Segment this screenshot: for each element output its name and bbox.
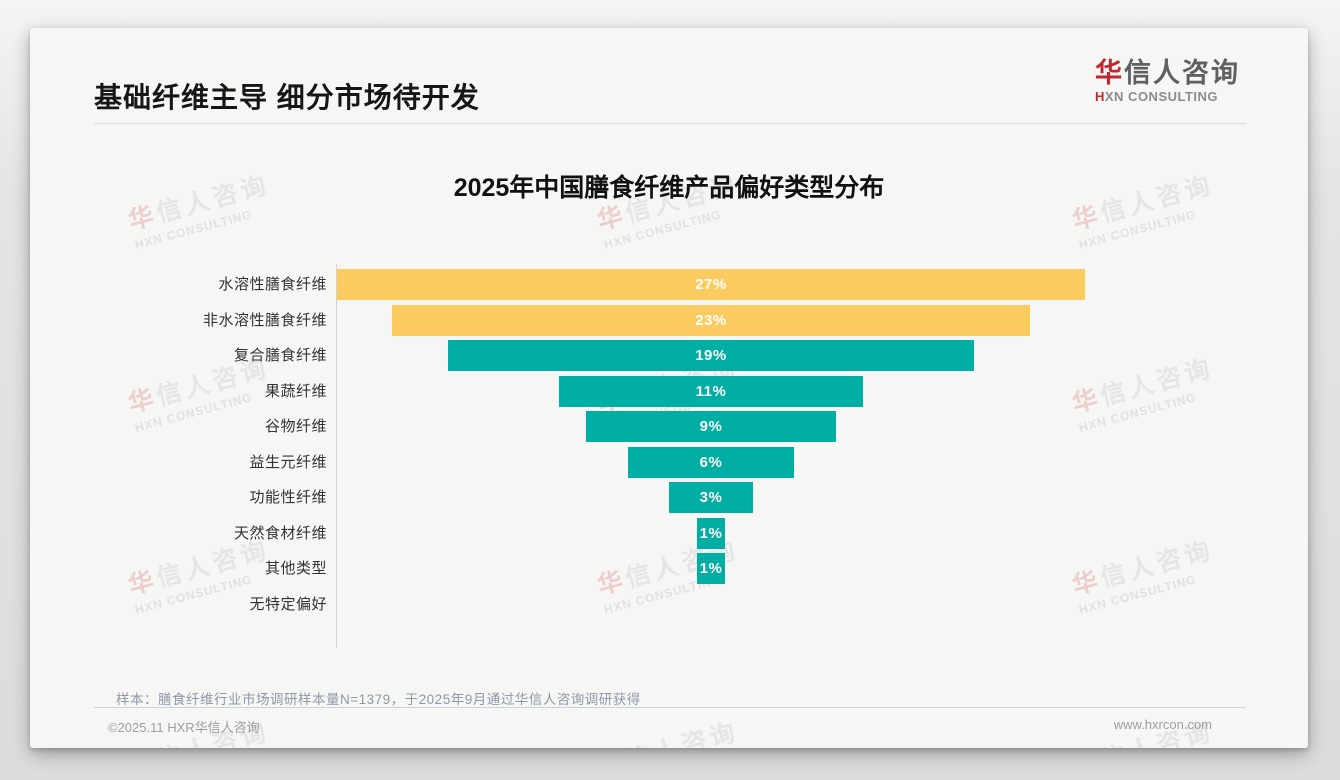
page-title: 基础纤维主导 细分市场待开发 (94, 82, 480, 113)
website-text: www.hxrcon.com (1113, 717, 1212, 732)
chart-row: 谷物纤维 9% (30, 411, 1308, 443)
category-label: 功能性纤维 (249, 489, 327, 507)
logo-chinese-text: 华信人咨询 (1095, 58, 1240, 88)
chart-row: 复合膳食纤维 19% (30, 340, 1308, 372)
bar-segment: 11% (558, 375, 864, 407)
category-label: 果蔬纤维 (264, 382, 327, 400)
chart-row: 非水溶性膳食纤维 23% (30, 304, 1308, 336)
footer-divider (94, 707, 1246, 708)
category-label: 无特定偏好 (249, 595, 327, 613)
bar-segment: 9% (586, 411, 836, 443)
category-label: 水溶性膳食纤维 (218, 276, 327, 293)
chart-rows: 水溶性膳食纤维 27% 非水溶性膳食纤维 23% 复合膳食纤维 19% 果蔬纤维 11% 谷物纤… (30, 28, 1308, 748)
chart-row: 功能性纤维 3% (30, 482, 1308, 514)
bar-segment: 23% (392, 304, 1030, 336)
category-label: 天然食材纤维 (233, 524, 327, 542)
bar-value-label: 27% (695, 276, 727, 293)
chart-row: 天然食材纤维 1% (30, 517, 1308, 549)
bar-segment: 1% (697, 517, 725, 549)
category-label: 复合膳食纤维 (233, 347, 327, 365)
bar-value-label: 3% (699, 489, 723, 507)
chart-row: 无特定偏好 (30, 589, 1308, 620)
chart-row: 果蔬纤维 11% (30, 375, 1308, 407)
bar-value-label: 9% (699, 418, 723, 436)
bar-value-label: 19% (695, 347, 727, 365)
category-label: 其他类型 (264, 560, 327, 578)
company-logo: 华信人咨询 HXN CONSULTING (1095, 58, 1240, 104)
bar-value-label: 1% (699, 560, 723, 578)
sample-note: 样本：膳食纤维行业市场调研样本量N=1379，于2025年9月通过华信人咨询调研… (116, 692, 641, 707)
chart-row: 益生元纤维 6% (30, 446, 1308, 478)
bar-segment: 1% (697, 553, 725, 585)
category-label: 非水溶性膳食纤维 (202, 311, 327, 329)
bar-value-label: 23% (695, 311, 727, 329)
logo-english-text: HXN CONSULTING (1095, 89, 1219, 104)
chart-row: 水溶性膳食纤维 27% (30, 269, 1308, 300)
bar-segment: 27% (337, 269, 1085, 300)
chart-row: 其他类型 1% (30, 553, 1308, 585)
report-card: 华信人咨询 HXN CONSULTING 华信人咨询 HXN CONSULTING 华信… (30, 28, 1308, 748)
header-divider (94, 123, 1246, 124)
bar-value-label: 1% (699, 524, 723, 542)
bar-segment: 6% (627, 446, 795, 478)
bar-segment: 3% (669, 482, 753, 514)
bar-segment: 19% (447, 340, 975, 372)
copyright-text: ©2025.11 HXR华信人咨询 (108, 720, 260, 735)
bar-value-label: 11% (695, 382, 727, 400)
chart-title: 2025年中国膳食纤维产品偏好类型分布 (453, 174, 885, 202)
bar-value-label: 6% (699, 453, 723, 471)
category-label: 谷物纤维 (264, 418, 327, 436)
category-label: 益生元纤维 (249, 453, 327, 471)
y-axis-line (336, 264, 337, 648)
